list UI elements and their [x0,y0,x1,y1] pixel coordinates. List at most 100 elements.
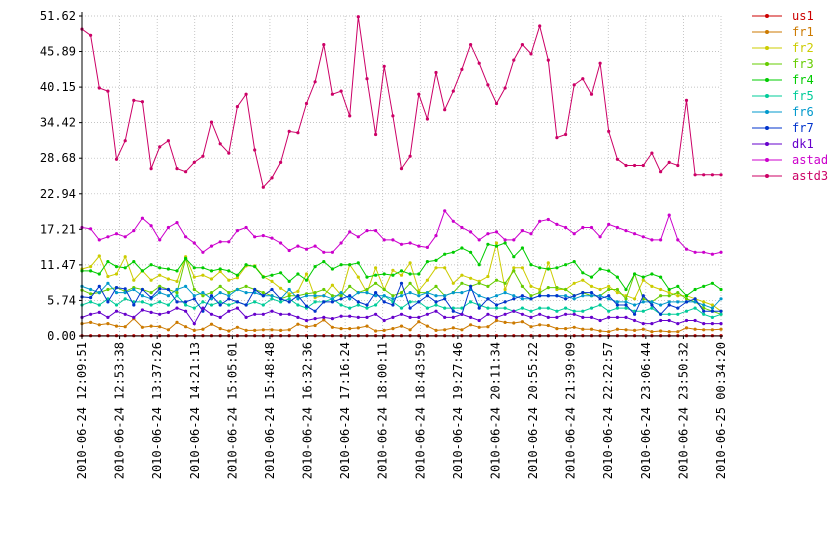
data-point-astd3 [97,86,101,90]
data-point-fr4 [676,284,680,288]
data-point-astad [158,238,162,242]
data-point-fr5 [313,300,317,304]
data-point-dk1 [719,322,723,326]
data-point-fr6 [633,303,637,307]
legend-label: fr2 [792,41,814,55]
data-point-astd3 [114,157,119,161]
data-point-fr3 [313,291,317,295]
data-point-fr6 [114,291,119,295]
data-point-fr3 [624,297,628,301]
data-point-fr4 [399,269,404,273]
data-point-astd3 [201,154,205,158]
y-axis-ticks: 0.00 5.74 11.47 17.21 22.94 28.68 34.42 40.15 45… [40,9,82,343]
data-point-fr3 [227,291,231,295]
data-point-dk1 [581,315,585,319]
data-point-fr2 [460,273,464,277]
data-point-dk1 [702,322,706,326]
data-point-fr7 [114,286,119,290]
data-point-dk1 [140,308,144,312]
data-point-fr5 [365,306,369,310]
data-point-fr4 [512,255,516,259]
data-point-fr6 [417,294,421,298]
data-point-fr7 [374,291,378,295]
data-point-fr6 [693,300,697,304]
data-point-fr2 [702,300,706,304]
data-point-astd3 [581,77,585,81]
data-point-fr5 [253,300,257,304]
data-point-fr7 [313,309,317,313]
x-tick-label: 2010-06-24 17:16:24 [338,342,352,479]
data-point-fr2 [399,273,404,277]
y-tick-label: 28.68 [40,151,76,165]
data-point-astad [391,238,395,242]
data-point-fr2 [175,279,179,283]
data-point-dk1 [227,309,231,313]
data-point-fr5 [339,303,343,307]
data-point-fr6 [218,291,222,295]
data-point-fr3 [460,281,464,285]
data-point-fr6 [184,284,188,288]
data-point-dk1 [520,312,525,316]
data-point-fr3 [261,291,265,295]
data-point-fr5 [615,306,620,310]
data-point-fr3 [374,281,378,285]
data-point-fr1 [589,327,594,331]
data-point-fr4 [304,278,309,282]
data-point-fr4 [235,273,239,277]
data-point-fr7 [97,284,101,288]
data-point-fr7 [322,300,326,304]
data-point-dk1 [296,315,300,319]
data-point-dk1 [425,312,429,316]
data-point-fr1 [244,328,248,332]
data-point-dk1 [209,312,214,316]
data-point-fr4 [201,266,205,270]
data-point-fr4 [443,252,447,256]
data-point-fr3 [244,284,248,288]
data-point-astd3 [296,131,300,135]
series-astad [80,209,723,256]
legend-label: astad [792,153,828,167]
data-point-astd3 [235,105,239,109]
data-point-dk1 [313,317,317,321]
data-point-dk1 [650,322,654,326]
data-point-astd3 [667,160,671,164]
data-point-fr3 [659,294,663,298]
data-point-fr3 [330,294,334,298]
data-point-astd3 [564,132,568,137]
data-point-dk1 [304,318,309,323]
data-point-fr4 [581,271,585,275]
data-point-fr3 [192,287,196,292]
data-point-fr5 [555,309,559,313]
data-point-fr7 [158,287,162,291]
data-point-fr6 [503,291,507,295]
legend-marker [765,158,769,162]
data-point-fr7 [261,294,265,298]
data-point-fr4 [486,242,490,246]
data-point-dk1 [434,309,438,313]
data-point-fr1 [503,320,507,324]
data-point-fr4 [313,265,317,269]
data-point-astad [486,232,490,236]
data-point-fr6 [356,291,360,295]
data-point-fr6 [365,291,369,295]
data-point-astad [633,232,637,236]
data-point-dk1 [374,312,378,316]
data-point-fr1 [451,326,455,330]
data-point-fr4 [719,287,723,292]
data-point-fr5 [209,303,214,307]
data-point-fr6 [330,297,334,301]
data-point-fr1 [572,325,576,329]
data-point-fr6 [244,291,248,295]
data-point-astad [607,222,611,226]
series-fr6 [80,281,723,310]
data-point-fr5 [469,300,473,304]
data-point-fr1 [460,328,464,332]
data-point-astad [425,245,429,249]
x-tick-label: 2010-06-24 15:05:01 [225,342,239,479]
data-point-fr5 [97,303,101,307]
data-point-fr6 [192,294,196,298]
data-point-astd3 [261,185,265,189]
data-point-fr4 [365,275,369,279]
data-point-astad [279,241,283,245]
data-point-fr5 [684,309,689,313]
